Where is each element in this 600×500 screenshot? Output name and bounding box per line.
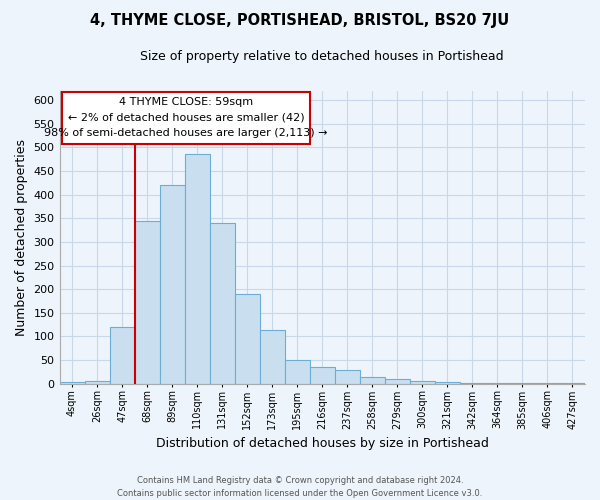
Bar [134, 220, 160, 384]
Bar [460, 383, 485, 384]
Bar [310, 367, 335, 384]
Bar [185, 154, 209, 384]
Bar [285, 360, 310, 384]
X-axis label: Distribution of detached houses by size in Portishead: Distribution of detached houses by size … [156, 437, 489, 450]
Bar [385, 379, 410, 384]
Bar [209, 223, 235, 384]
Bar [260, 330, 285, 384]
Bar [160, 185, 185, 384]
Text: 4, THYME CLOSE, PORTISHEAD, BRISTOL, BS20 7JU: 4, THYME CLOSE, PORTISHEAD, BRISTOL, BS2… [91, 12, 509, 28]
Bar [59, 382, 85, 384]
Bar [110, 327, 134, 384]
Bar [335, 370, 360, 384]
Text: Contains HM Land Registry data © Crown copyright and database right 2024.
Contai: Contains HM Land Registry data © Crown c… [118, 476, 482, 498]
Y-axis label: Number of detached properties: Number of detached properties [15, 138, 28, 336]
Bar [435, 382, 460, 384]
Bar [410, 382, 435, 384]
Bar [360, 376, 385, 384]
Title: Size of property relative to detached houses in Portishead: Size of property relative to detached ho… [140, 50, 504, 63]
Text: 4 THYME CLOSE: 59sqm
← 2% of detached houses are smaller (42)
98% of semi-detach: 4 THYME CLOSE: 59sqm ← 2% of detached ho… [44, 97, 328, 138]
Bar [235, 294, 260, 384]
Bar [85, 382, 110, 384]
